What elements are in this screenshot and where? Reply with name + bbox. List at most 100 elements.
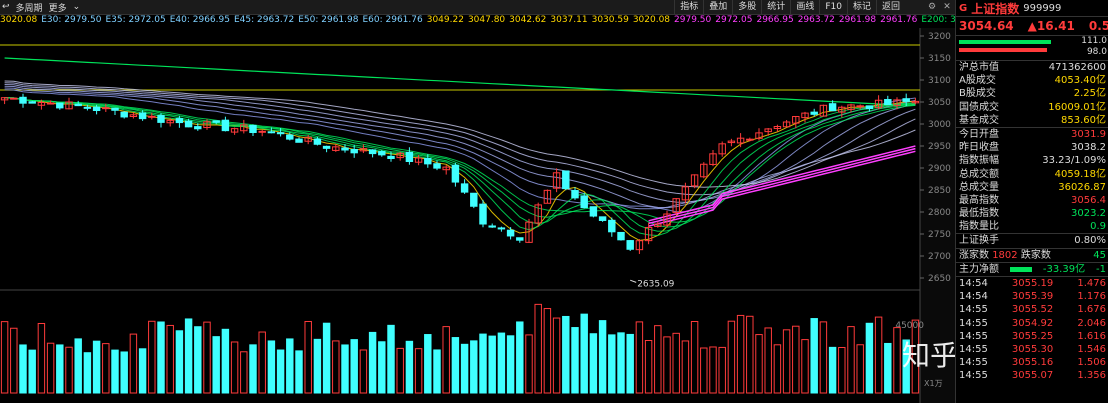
volume-bar	[74, 338, 82, 394]
kline-chart[interactable]: 3200 3150 3100 3050 3000 2950 2900 2850 2800 2750…	[0, 28, 955, 403]
stat-row: 国债成交 16009.01亿	[956, 101, 1108, 114]
candle-body	[828, 103, 837, 112]
tick-price: 3055.25	[1011, 330, 1054, 342]
toolbar-button-4[interactable]: 画线	[790, 0, 819, 14]
index-name[interactable]: 上证指数	[971, 1, 1020, 16]
toolbar-button-5[interactable]: F10	[819, 0, 847, 14]
y-tick-label: 2750	[928, 230, 951, 240]
toolbar-button-2[interactable]: 多股	[732, 0, 761, 14]
candle-body	[782, 121, 791, 128]
bar-bottom-label: 98.0	[1086, 47, 1107, 57]
volume-bar	[644, 339, 653, 394]
magenta-ma-line	[648, 147, 916, 225]
volume-bar	[746, 315, 754, 394]
toolbar-button-7[interactable]: 返回	[875, 0, 905, 14]
stat-label: 总成交量	[959, 181, 999, 193]
volume-bar	[359, 349, 368, 394]
toolbar-button-0[interactable]: 指标	[674, 0, 703, 14]
candle-body	[755, 132, 763, 139]
volume-bar	[249, 344, 257, 394]
candle-body	[746, 138, 754, 141]
ma-value: E45: 2963.72	[233, 15, 295, 25]
up-count: 1802	[992, 249, 1018, 261]
stat-label: 上证换手	[959, 235, 999, 247]
ma-value: 3020.08	[632, 15, 671, 25]
volume-bar	[230, 341, 239, 394]
candle-body	[304, 136, 312, 142]
chevron-down-icon[interactable]: ⌄	[72, 2, 81, 12]
candle-body	[258, 130, 266, 133]
volume-bar	[405, 340, 414, 394]
volume-bar	[902, 339, 910, 394]
low-annotation-label: 2635.09	[637, 279, 674, 289]
toolbar-button-1[interactable]: 叠加	[703, 0, 732, 14]
volume-bar	[378, 341, 386, 394]
candle-body	[626, 240, 634, 250]
ma-band-line	[4, 89, 916, 213]
tick-row: 14:55 3054.92 2.046	[956, 317, 1108, 330]
candle-body	[0, 97, 9, 101]
volume-bar	[83, 352, 92, 394]
stat-value: 16009.01亿	[1048, 101, 1106, 113]
toolbar-button-6[interactable]: 标记	[846, 0, 876, 14]
volume-bar	[240, 351, 248, 394]
stat-row: B股成交 2.25亿	[956, 87, 1108, 100]
candle-body	[74, 103, 82, 107]
price-change: ▲16.41	[1027, 19, 1075, 33]
stat-row: 指数振幅 33.23/1.09%	[956, 154, 1108, 167]
candle-body	[506, 229, 515, 237]
volume-bar	[396, 347, 404, 394]
mainflow-extra: -1	[1096, 263, 1106, 275]
y-tick-label: 3150	[928, 54, 951, 64]
stat-value: 853.60亿	[1061, 114, 1106, 126]
ma-value: E30: 2979.50	[41, 15, 102, 25]
stat-value: 4059.18亿	[1054, 168, 1106, 180]
candle-body	[525, 221, 533, 243]
volume-bar	[552, 317, 561, 394]
tick-vol: 1.356	[1077, 370, 1106, 382]
volume-bar	[433, 349, 441, 394]
tick-price: 3055.19	[1011, 278, 1054, 289]
candle-body	[690, 174, 699, 187]
ma-value: 2961.76	[880, 15, 918, 25]
candle-body	[267, 131, 276, 134]
settings-icon[interactable]: ⚙	[927, 2, 937, 12]
candle-body	[571, 190, 579, 199]
volume-bar	[736, 314, 745, 394]
toolbar-button-3[interactable]: 统计	[761, 0, 790, 14]
period-selector[interactable]: 多周期	[15, 3, 43, 14]
tick-price: 3055.39	[1011, 291, 1054, 303]
tick-vol: 1.546	[1077, 343, 1106, 355]
low-annotation-pointer	[630, 279, 637, 283]
mainflow-label: 主力净额	[959, 263, 999, 275]
volume-bar	[635, 321, 644, 394]
ema-fan-line	[4, 97, 916, 232]
last-price: 3054.64	[959, 19, 1014, 33]
candle-body	[194, 126, 202, 130]
y-tick-label: 3050	[928, 98, 951, 108]
candle-body	[424, 158, 432, 165]
stat-value: 3031.9	[1071, 128, 1106, 140]
red-strength-bar	[959, 48, 1047, 52]
volume-bar	[764, 327, 772, 394]
ema-fan-line	[4, 97, 916, 237]
candle-body	[552, 172, 561, 189]
candle-body	[562, 170, 570, 190]
more-button[interactable]: 更多	[48, 3, 67, 14]
ema-fan-line	[4, 97, 916, 241]
volume-bar	[884, 342, 892, 394]
close-icon[interactable]: ✕	[943, 2, 951, 12]
candle-body	[460, 183, 469, 193]
candle-body	[663, 213, 671, 226]
volume-bar	[727, 320, 736, 394]
ma-value: E35: 2972.05	[105, 15, 166, 25]
ma-value: 2961.98	[838, 15, 877, 25]
volume-bar	[497, 332, 506, 394]
breadth-row: 涨家数 1802 跌家数 45	[956, 247, 1108, 262]
stat-label: A股成交	[959, 75, 996, 87]
candle-body	[83, 106, 92, 109]
volume-bar	[543, 308, 552, 394]
back-arrow-icon[interactable]: ↩	[2, 2, 10, 12]
candle-body	[19, 96, 27, 104]
candle-body	[102, 107, 110, 110]
